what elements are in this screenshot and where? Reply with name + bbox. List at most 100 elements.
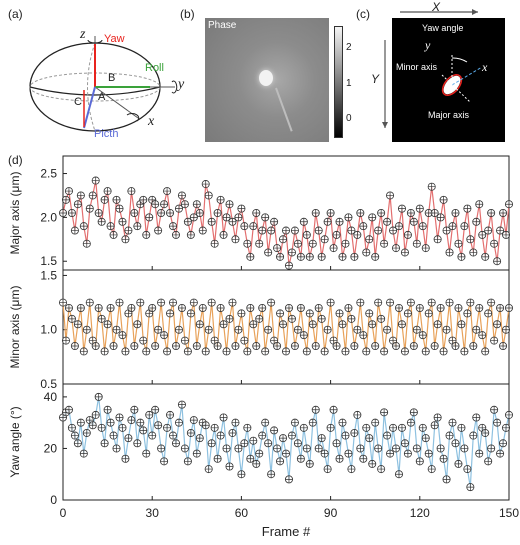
y-axis-label-1: Minor axis (μm) xyxy=(8,286,22,369)
data-point-cross-1-122 xyxy=(422,347,430,356)
data-point-cross-1-32 xyxy=(154,326,162,334)
data-point-cross-2-74 xyxy=(279,434,287,442)
data-point-cross-0-52 xyxy=(214,209,222,217)
data-point-cross-0-137 xyxy=(466,235,474,243)
data-point-cross-0-129 xyxy=(442,226,451,235)
data-point-cross-2-87 xyxy=(318,434,326,442)
data-point-cross-2-136 xyxy=(463,465,471,473)
data-point-cross-0-6 xyxy=(77,191,85,200)
data-point-cross-1-99 xyxy=(353,326,361,334)
data-point-cross-0-90 xyxy=(327,209,335,217)
data-point-cross-1-69 xyxy=(264,326,272,334)
data-point-cross-2-17 xyxy=(109,431,118,440)
data-point-cross-0-131 xyxy=(448,222,457,230)
data-point-cross-2-124 xyxy=(428,465,436,473)
tracking-image: Yaw angle y x Minor axis Major axis xyxy=(392,18,505,142)
y-tick-label-0-2: 1.5 xyxy=(40,254,57,268)
y-tick-label-1-1: 1.0 xyxy=(40,323,57,337)
data-point-cross-1-53 xyxy=(216,304,225,312)
data-point-cross-2-39 xyxy=(175,419,183,427)
data-point-cross-1-85 xyxy=(312,342,320,350)
data-point-cross-0-133 xyxy=(454,240,463,248)
data-point-cross-1-94 xyxy=(338,320,347,328)
data-point-cross-0-63 xyxy=(246,253,254,261)
data-point-cross-1-136 xyxy=(463,309,471,318)
data-point-cross-0-98 xyxy=(350,253,358,261)
data-point-cross-0-58 xyxy=(231,235,240,243)
data-point-cross-2-32 xyxy=(154,421,162,429)
data-point-cross-0-3 xyxy=(68,209,76,217)
data-point-cross-0-88 xyxy=(321,235,329,243)
data-point-cross-2-102 xyxy=(362,424,370,432)
data-point-cross-0-125 xyxy=(431,209,439,217)
data-point-cross-0-124 xyxy=(428,183,436,191)
data-point-cross-0-130 xyxy=(445,248,454,257)
data-point-cross-2-117 xyxy=(407,419,415,427)
data-point-cross-1-30 xyxy=(148,304,156,312)
data-point-cross-2-6 xyxy=(77,419,85,427)
data-point-cross-1-62 xyxy=(243,347,251,356)
rotation-label-roll: Roll xyxy=(145,62,164,74)
axis-label-x: x xyxy=(148,114,155,129)
data-point-cross-1-6 xyxy=(77,304,85,312)
data-point-cross-0-93 xyxy=(335,218,344,226)
data-point-cross-1-71 xyxy=(270,336,278,345)
data-point-cross-2-143 xyxy=(484,457,492,465)
data-point-cross-1-147 xyxy=(496,304,504,312)
data-point-cross-0-86 xyxy=(315,226,323,235)
data-point-cross-1-132 xyxy=(451,342,460,350)
data-point-cross-0-72 xyxy=(273,244,281,252)
data-point-cross-1-0 xyxy=(59,298,67,307)
data-point-cross-1-63 xyxy=(246,304,254,312)
data-point-cross-1-43 xyxy=(187,309,195,318)
data-point-cross-0-99 xyxy=(353,231,361,239)
data-point-cross-0-40 xyxy=(178,191,186,200)
axis-label-y: y xyxy=(178,77,185,92)
data-point-cross-1-65 xyxy=(252,342,260,350)
data-point-cross-2-69 xyxy=(264,439,272,447)
axis-label-z: z xyxy=(80,27,86,42)
y-axis-label-0: Major axis (μm) xyxy=(8,172,22,255)
data-point-cross-2-51 xyxy=(211,424,219,432)
data-point-cross-0-61 xyxy=(240,222,248,230)
panel-label-d: (d) xyxy=(8,153,23,167)
data-point-cross-2-36 xyxy=(166,411,174,419)
data-point-cross-2-139 xyxy=(472,413,480,422)
data-point-cross-0-92 xyxy=(332,231,341,239)
data-point-cross-1-7 xyxy=(80,347,88,356)
data-point-cross-2-132 xyxy=(451,439,460,447)
data-point-cross-1-2 xyxy=(65,304,73,312)
data-point-cross-0-82 xyxy=(303,231,311,239)
data-point-cross-1-54 xyxy=(219,320,228,328)
data-point-cross-0-136 xyxy=(463,205,471,213)
data-point-cross-2-116 xyxy=(404,450,412,458)
y-tick-label-0-0: 2.5 xyxy=(40,167,57,181)
data-point-cross-0-22 xyxy=(124,226,133,235)
data-point-cross-0-7 xyxy=(80,222,88,230)
data-point-cross-0-120 xyxy=(416,205,424,213)
data-point-cross-0-15 xyxy=(104,187,112,195)
data-point-cross-2-64 xyxy=(249,437,257,445)
x-axis-label: Frame # xyxy=(262,524,311,539)
data-point-cross-2-95 xyxy=(341,431,350,440)
data-point-cross-1-51 xyxy=(211,336,219,345)
data-point-cross-2-122 xyxy=(422,434,430,442)
data-point-cross-1-21 xyxy=(121,347,130,356)
data-point-cross-1-120 xyxy=(416,304,424,312)
data-point-cross-1-77 xyxy=(288,315,296,323)
data-point-cross-1-60 xyxy=(237,309,245,318)
data-point-cross-1-105 xyxy=(371,342,379,350)
data-point-cross-0-44 xyxy=(190,213,198,221)
data-point-cross-2-128 xyxy=(439,455,448,463)
data-point-cross-0-66 xyxy=(255,240,263,248)
data-point-cross-1-126 xyxy=(434,320,442,328)
data-point-cross-2-33 xyxy=(157,444,165,453)
data-point-cross-0-54 xyxy=(219,231,228,239)
data-point-cross-1-36 xyxy=(166,309,174,318)
data-point-cross-0-25 xyxy=(133,222,141,230)
data-point-cross-0-46 xyxy=(196,209,204,217)
data-point-cross-2-135 xyxy=(460,444,468,453)
data-point-cross-0-135 xyxy=(460,222,468,230)
data-point-cross-0-53 xyxy=(216,196,225,204)
